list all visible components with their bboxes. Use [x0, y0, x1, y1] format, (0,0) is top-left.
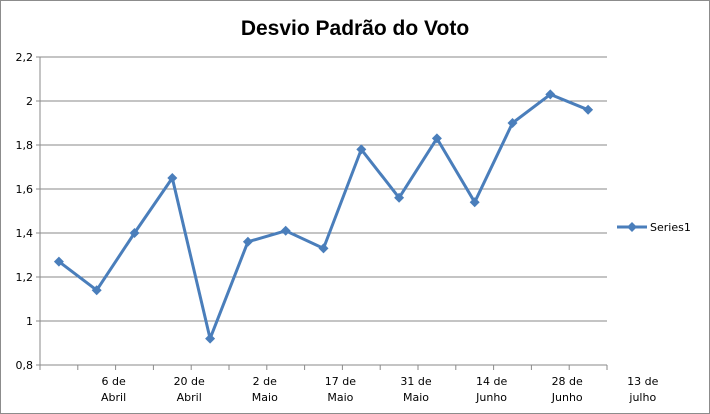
data-point	[583, 104, 594, 115]
data-point	[242, 236, 253, 247]
y-tick-label: 0,8	[16, 359, 34, 372]
data-point	[318, 243, 329, 254]
x-tick-label: 14 de Junho	[475, 375, 507, 404]
data-point	[280, 225, 291, 236]
data-point	[469, 197, 480, 208]
series-group	[53, 89, 594, 344]
data-point	[356, 144, 367, 155]
x-tick-label: 13 de julho	[627, 375, 658, 404]
y-tick-label: 1,8	[16, 139, 34, 152]
gridlines	[40, 56, 607, 322]
x-axis-ticks: 6 de Abril 20 de Abril 2 de Maio 17 de Maio 31 d…	[39, 365, 659, 404]
y-tick-label: 1,6	[16, 183, 34, 196]
y-tick-label: 2	[26, 95, 33, 108]
y-tick-label: 1	[26, 315, 33, 328]
y-tick-label: 2,2	[16, 51, 34, 64]
series-line	[57, 92, 589, 341]
x-tick-label: 6 de Abril	[101, 375, 126, 404]
x-tick-label: 2 de Maio	[252, 375, 278, 404]
chart-title: Desvio Padrão do Voto	[241, 17, 469, 40]
data-point	[91, 285, 102, 296]
x-tick-label: 31 de Maio	[400, 375, 431, 404]
x-tick-label: 28 de Junho	[551, 375, 583, 404]
data-point	[167, 173, 178, 183]
data-point	[129, 228, 140, 238]
data-point	[394, 192, 405, 203]
data-point	[53, 256, 64, 267]
y-tick-label: 1,2	[16, 271, 34, 284]
legend-swatch-marker	[627, 222, 637, 232]
legend: Series1	[617, 221, 691, 234]
x-tick-label: 20 de Abril	[174, 375, 205, 404]
data-point	[431, 133, 442, 144]
x-tick-label: 17 de Maio	[325, 375, 356, 404]
data-point	[205, 333, 216, 344]
y-axis-ticks: 0,8 1 1,2 1,4 1,6 1,8 2 2,2	[16, 51, 40, 372]
axes	[39, 57, 607, 366]
y-tick-label: 1,4	[16, 227, 34, 240]
data-point	[545, 89, 556, 100]
legend-label: Series1	[650, 221, 691, 234]
data-point	[507, 118, 518, 128]
